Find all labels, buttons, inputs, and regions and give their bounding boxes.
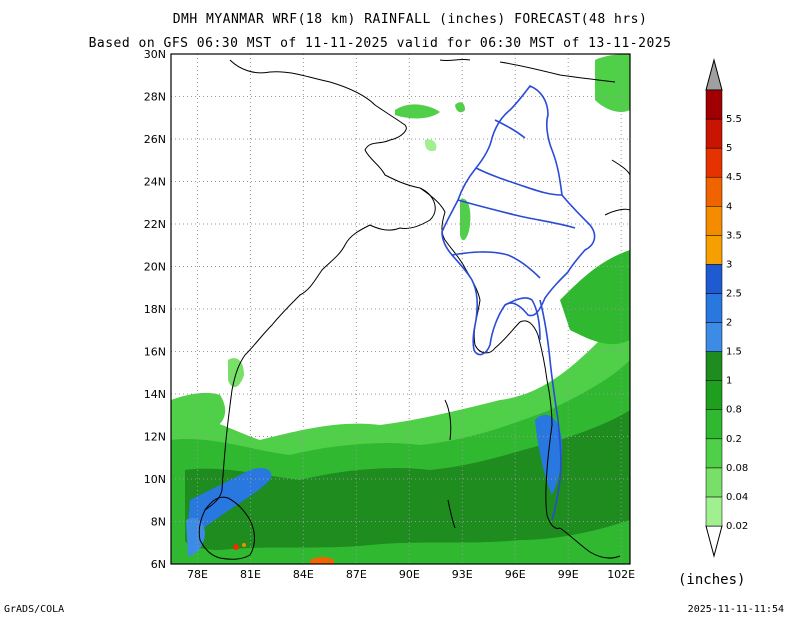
lat-label: 22N <box>144 218 166 231</box>
lon-label: 90E <box>399 568 420 581</box>
footer-timestamp: 2025-11-11-11:54 <box>687 604 784 615</box>
colorbar-segment <box>705 438 723 469</box>
lon-label: 81E <box>240 568 261 581</box>
colorbar-level-label: 0.2 <box>726 434 742 445</box>
longitude-labels: 78E 81E 84E 87E 90E 93E 96E 99E 102E <box>187 568 635 581</box>
colorbar-segment <box>705 176 723 207</box>
lon-label: 102E <box>607 568 635 581</box>
myanmar-borders <box>441 85 596 521</box>
lon-label: 87E <box>346 568 367 581</box>
lat-label: 10N <box>144 473 166 486</box>
map-frame <box>170 53 631 565</box>
colorbar-level-label: 3.5 <box>726 230 742 241</box>
footer-software-label: GrADS/COLA <box>4 604 65 615</box>
lat-label: 8N <box>151 516 166 529</box>
colorbar-segment <box>705 206 723 236</box>
map-gridlines <box>171 54 630 564</box>
colorbar-segment <box>705 380 723 410</box>
colorbar-labels: 0.02 0.04 0.08 0.2 0.8 1 1.5 2 2.5 3 3.5 4 4.5 5 5.5 <box>726 114 748 532</box>
chart-title: DMH MYANMAR WRF(18 km) RAINFALL (inches)… <box>172 12 648 27</box>
lat-label: 14N <box>144 388 166 401</box>
lat-label: 24N <box>144 176 166 189</box>
colorbar-segment <box>705 147 723 178</box>
colorbar-segment <box>705 467 723 498</box>
colorbar-level-label: 5 <box>726 143 732 154</box>
colorbar-segment <box>705 322 723 352</box>
colorbar-level-label: 0.08 <box>726 463 748 474</box>
colorbar-level-label: 4 <box>726 201 732 212</box>
lon-label: 96E <box>505 568 526 581</box>
colorbar-top-arrow <box>705 58 723 91</box>
lat-label: 30N <box>144 48 166 61</box>
colorbar-level-label: 0.04 <box>726 492 748 503</box>
lon-label: 99E <box>558 568 579 581</box>
colorbar-segment <box>705 496 723 527</box>
colorbar-level-label: 1.5 <box>726 347 742 358</box>
units-label: (inches) <box>678 572 746 588</box>
colorbar-level-label: 4.5 <box>726 172 742 183</box>
colorbar-segment <box>705 89 723 120</box>
colorbar-level-label: 0.02 <box>726 521 748 532</box>
colorbar-segment <box>705 409 723 440</box>
colorbar-segment <box>705 235 723 265</box>
colorbar-level-label: 5.5 <box>726 114 742 125</box>
colorbar-segment <box>705 264 723 294</box>
lat-label: 6N <box>151 558 166 571</box>
lon-label: 84E <box>293 568 314 581</box>
lon-label: 78E <box>187 568 208 581</box>
colorbar-level-label: 2 <box>726 318 732 329</box>
colorbar-bottom-arrow <box>705 525 723 558</box>
lat-label: 18N <box>144 303 166 316</box>
colorbar-segment <box>705 293 723 323</box>
colorbar-level-label: 1 <box>726 376 732 387</box>
chart-subtitle: Based on GFS 06:30 MST of 11-11-2025 val… <box>88 36 672 51</box>
rainfall-shading <box>171 54 630 564</box>
latitude-labels: 30N 28N 26N 24N 22N 20N 18N 16N 14N 12N 10N 8N 6N <box>144 48 166 571</box>
colorbar-segment <box>705 351 723 381</box>
lat-label: 20N <box>144 261 166 274</box>
colorbar <box>705 58 723 558</box>
colorbar-segment <box>705 118 723 149</box>
colorbar-level-label: 3 <box>726 259 732 270</box>
colorbar-level-label: 2.5 <box>726 288 742 299</box>
coastlines <box>198 58 631 560</box>
lon-label: 93E <box>452 568 473 581</box>
lat-label: 12N <box>144 431 166 444</box>
colorbar-level-label: 0.8 <box>726 405 742 416</box>
lat-label: 26N <box>144 133 166 146</box>
lat-label: 28N <box>144 91 166 104</box>
lat-label: 16N <box>144 346 166 359</box>
